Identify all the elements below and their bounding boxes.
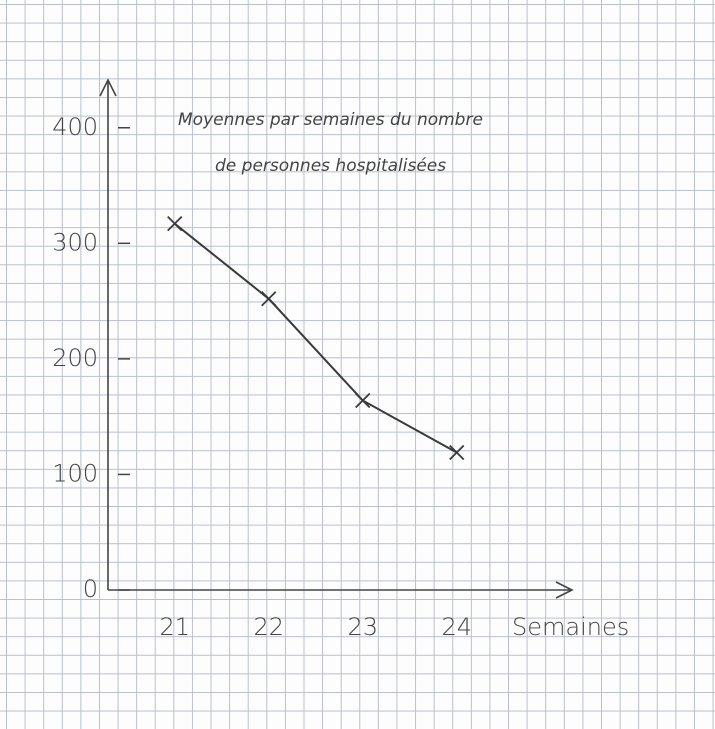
line	[175, 224, 457, 453]
x-tick-label: 21	[159, 613, 190, 641]
y-tick-label: 0	[83, 575, 98, 603]
point-marker	[356, 393, 370, 407]
x-axis-label: Semaines	[512, 613, 629, 641]
x-tick-label: 23	[347, 613, 378, 641]
y-tick-label: 300	[52, 228, 98, 256]
y-tick-label: 100	[52, 459, 98, 487]
point-marker	[262, 292, 276, 306]
x-tick-label: 22	[253, 613, 284, 641]
point-marker	[450, 445, 464, 459]
chart-title: de personnes hospitalisées	[215, 156, 446, 176]
chart-title: Moyennes par semaines du nombre	[178, 110, 483, 130]
point-marker	[168, 217, 182, 231]
chart: Moyennes par semaines du nombre de perso…	[0, 0, 715, 729]
x-tick-label: 24	[441, 613, 472, 641]
y-tick-label: 200	[52, 344, 98, 372]
y-tick-label: 400	[52, 113, 98, 141]
